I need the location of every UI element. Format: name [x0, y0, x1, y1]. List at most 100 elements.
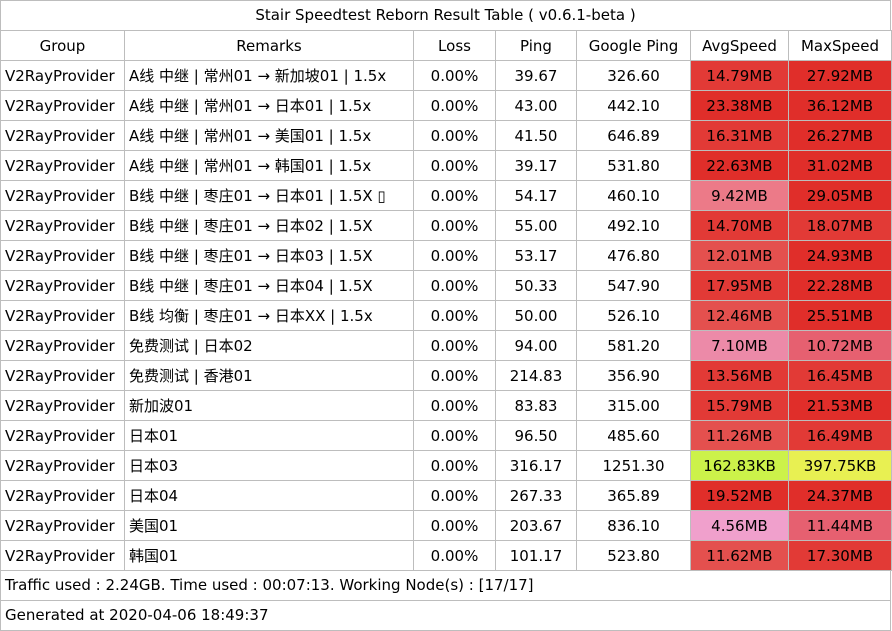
- cell-ping: 54.17: [495, 180, 577, 211]
- cell-group: V2RayProvider: [0, 450, 125, 481]
- table-body: V2RayProvider A线 中继 | 常州01 → 新加坡01 | 1.5x…: [0, 60, 892, 571]
- cell-avg-speed: 13.56MB: [690, 360, 789, 391]
- cell-loss: 0.00%: [413, 540, 496, 571]
- cell-group: V2RayProvider: [0, 180, 125, 211]
- cell-remarks: 日本04: [124, 480, 414, 511]
- col-header-google-ping: Google Ping: [576, 30, 691, 61]
- cell-remarks: A线 中继 | 常州01 → 新加坡01 | 1.5x: [124, 60, 414, 91]
- cell-ping: 267.33: [495, 480, 577, 511]
- cell-group: V2RayProvider: [0, 150, 125, 181]
- cell-loss: 0.00%: [413, 480, 496, 511]
- cell-avg-speed: 12.01MB: [690, 240, 789, 271]
- cell-avg-speed: 7.10MB: [690, 330, 789, 361]
- cell-google-ping: 460.10: [576, 180, 691, 211]
- cell-remarks: 免费测试 | 香港01: [124, 360, 414, 391]
- table-row: V2RayProvider B线 中继 | 枣庄01 → 日本03 | 1.5X 0…: [0, 240, 892, 271]
- cell-google-ping: 442.10: [576, 90, 691, 121]
- cell-google-ping: 326.60: [576, 60, 691, 91]
- cell-group: V2RayProvider: [0, 420, 125, 451]
- cell-avg-speed: 19.52MB: [690, 480, 789, 511]
- cell-avg-speed: 17.95MB: [690, 270, 789, 301]
- cell-remarks: B线 中继 | 枣庄01 → 日本02 | 1.5X: [124, 210, 414, 241]
- cell-group: V2RayProvider: [0, 480, 125, 511]
- cell-max-speed: 29.05MB: [788, 180, 892, 211]
- table-row: V2RayProvider 新加波01 0.00% 83.83 315.00 15.79M…: [0, 390, 892, 421]
- cell-avg-speed: 11.62MB: [690, 540, 789, 571]
- table-row: V2RayProvider B线 中继 | 枣庄01 → 日本04 | 1.5X 0…: [0, 270, 892, 301]
- cell-loss: 0.00%: [413, 180, 496, 211]
- cell-remarks: 免费测试 | 日本02: [124, 330, 414, 361]
- cell-google-ping: 315.00: [576, 390, 691, 421]
- cell-avg-speed: 14.70MB: [690, 210, 789, 241]
- cell-loss: 0.00%: [413, 150, 496, 181]
- cell-group: V2RayProvider: [0, 360, 125, 391]
- cell-max-speed: 25.51MB: [788, 300, 892, 331]
- cell-max-speed: 10.72MB: [788, 330, 892, 361]
- cell-remarks: 韩国01: [124, 540, 414, 571]
- cell-remarks: 日本01: [124, 420, 414, 451]
- table-row: V2RayProvider B线 均衡 | 枣庄01 → 日本XX | 1.5x 0…: [0, 300, 892, 331]
- cell-google-ping: 836.10: [576, 510, 691, 541]
- cell-avg-speed: 14.79MB: [690, 60, 789, 91]
- cell-ping: 50.00: [495, 300, 577, 331]
- cell-avg-speed: 22.63MB: [690, 150, 789, 181]
- cell-remarks: 新加波01: [124, 390, 414, 421]
- cell-loss: 0.00%: [413, 210, 496, 241]
- cell-avg-speed: 15.79MB: [690, 390, 789, 421]
- cell-remarks: A线 中继 | 常州01 → 日本01 | 1.5x: [124, 90, 414, 121]
- cell-loss: 0.00%: [413, 120, 496, 151]
- cell-ping: 96.50: [495, 420, 577, 451]
- cell-group: V2RayProvider: [0, 90, 125, 121]
- cell-max-speed: 26.27MB: [788, 120, 892, 151]
- cell-remarks: A线 中继 | 常州01 → 美国01 | 1.5x: [124, 120, 414, 151]
- cell-ping: 39.67: [495, 60, 577, 91]
- cell-ping: 39.17: [495, 150, 577, 181]
- cell-group: V2RayProvider: [0, 300, 125, 331]
- cell-loss: 0.00%: [413, 300, 496, 331]
- cell-ping: 214.83: [495, 360, 577, 391]
- cell-avg-speed: 16.31MB: [690, 120, 789, 151]
- cell-remarks: B线 均衡 | 枣庄01 → 日本XX | 1.5x: [124, 300, 414, 331]
- cell-loss: 0.00%: [413, 60, 496, 91]
- table-row: V2RayProvider A线 中继 | 常州01 → 日本01 | 1.5x 0…: [0, 90, 892, 121]
- generated-timestamp: Generated at 2020-04-06 18:49:37: [0, 601, 891, 631]
- result-table: Group Remarks Loss Ping Google Ping AvgS…: [0, 30, 892, 571]
- cell-group: V2RayProvider: [0, 270, 125, 301]
- cell-remarks: B线 中继 | 枣庄01 → 日本03 | 1.5X: [124, 240, 414, 271]
- cell-google-ping: 581.20: [576, 330, 691, 361]
- cell-max-speed: 397.75KB: [788, 450, 892, 481]
- cell-loss: 0.00%: [413, 330, 496, 361]
- cell-remarks: B线 中继 | 枣庄01 → 日本01 | 1.5X ▯: [124, 180, 414, 211]
- table-row: V2RayProvider B线 中继 | 枣庄01 → 日本01 | 1.5X …: [0, 180, 892, 211]
- cell-google-ping: 365.89: [576, 480, 691, 511]
- cell-loss: 0.00%: [413, 270, 496, 301]
- table-row: V2RayProvider B线 中继 | 枣庄01 → 日本02 | 1.5X 0…: [0, 210, 892, 241]
- cell-ping: 203.67: [495, 510, 577, 541]
- cell-group: V2RayProvider: [0, 240, 125, 271]
- cell-avg-speed: 12.46MB: [690, 300, 789, 331]
- cell-avg-speed: 11.26MB: [690, 420, 789, 451]
- col-header-group: Group: [0, 30, 125, 61]
- cell-remarks: B线 中继 | 枣庄01 → 日本04 | 1.5X: [124, 270, 414, 301]
- cell-max-speed: 27.92MB: [788, 60, 892, 91]
- cell-google-ping: 356.90: [576, 360, 691, 391]
- cell-group: V2RayProvider: [0, 60, 125, 91]
- cell-group: V2RayProvider: [0, 210, 125, 241]
- cell-loss: 0.00%: [413, 90, 496, 121]
- cell-remarks: A线 中继 | 常州01 → 韩国01 | 1.5x: [124, 150, 414, 181]
- table-row: V2RayProvider A线 中继 | 常州01 → 韩国01 | 1.5x 0…: [0, 150, 892, 181]
- col-header-remarks: Remarks: [124, 30, 414, 61]
- cell-google-ping: 492.10: [576, 210, 691, 241]
- cell-google-ping: 547.90: [576, 270, 691, 301]
- cell-loss: 0.00%: [413, 510, 496, 541]
- cell-ping: 94.00: [495, 330, 577, 361]
- cell-remarks: 美国01: [124, 510, 414, 541]
- table-title: Stair Speedtest Reborn Result Table ( v0…: [0, 0, 891, 30]
- cell-group: V2RayProvider: [0, 390, 125, 421]
- cell-ping: 83.83: [495, 390, 577, 421]
- cell-loss: 0.00%: [413, 390, 496, 421]
- col-header-ping: Ping: [495, 30, 577, 61]
- cell-ping: 316.17: [495, 450, 577, 481]
- cell-ping: 53.17: [495, 240, 577, 271]
